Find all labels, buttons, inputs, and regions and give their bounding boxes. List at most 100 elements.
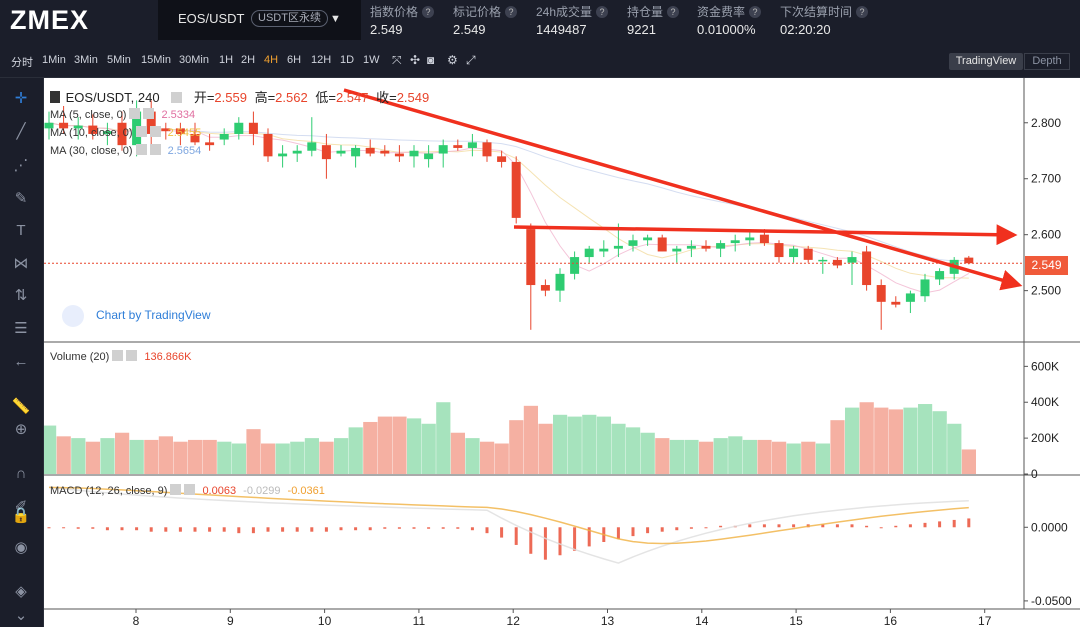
volume-bar (815, 443, 830, 474)
volume-bar (669, 439, 684, 474)
candle-body (438, 145, 448, 154)
compare-icon[interactable]: ⤧ (392, 53, 402, 67)
eye-icon[interactable]: ◉ (14, 539, 28, 556)
legend-settings-icon[interactable] (171, 92, 183, 103)
fullscreen-icon[interactable]: ⤢ (466, 53, 476, 67)
candle-body (935, 271, 945, 280)
ma5-line (48, 122, 970, 294)
time-tick-label: 11 (413, 614, 426, 627)
price-chart[interactable]: 2.800 2.700 2.600 2.500 600K 400K 200K 0 0.0000 -… (44, 78, 1080, 627)
timeframe-1min[interactable]: 1Min (42, 54, 66, 66)
close-icon[interactable] (149, 144, 161, 155)
macd-histogram-bar (660, 527, 664, 532)
fib-icon[interactable]: ⋰ (13, 157, 29, 174)
prediction-icon[interactable]: ⇅ (14, 287, 28, 304)
timeframe-5min[interactable]: 5Min (107, 54, 131, 66)
pair-selector[interactable]: EOS/USDT USDT区永续 ▼ (158, 0, 361, 40)
macd-histogram-bar (646, 527, 650, 534)
zmex-logo[interactable]: ZMEX (10, 5, 90, 35)
gear-icon[interactable]: ⚙ (447, 53, 458, 67)
settings-icon[interactable] (170, 484, 182, 495)
volume-bar (596, 416, 611, 474)
lock-drawing-icon[interactable]: ✐ (14, 498, 28, 515)
settings-icon[interactable] (135, 126, 147, 137)
timeframe-4h[interactable]: 4H (264, 54, 279, 66)
volume-bar (932, 411, 947, 474)
candle-body (321, 145, 331, 160)
help-icon[interactable]: ? (596, 6, 609, 18)
help-icon[interactable]: ? (505, 6, 518, 18)
help-icon[interactable]: ? (749, 6, 762, 18)
candle-body (88, 125, 98, 134)
arrow-left-icon[interactable]: ← (13, 353, 29, 370)
timeframe-3min[interactable]: 3Min (74, 54, 98, 66)
volume-bar (407, 418, 422, 474)
indicators-icon[interactable]: ✣ (410, 53, 421, 67)
close-icon[interactable] (143, 108, 155, 119)
timeframe-1w[interactable]: 1W (363, 54, 380, 66)
crosshair-icon[interactable]: ✛ (14, 90, 28, 107)
settings-icon[interactable] (129, 108, 141, 119)
settings-icon[interactable] (112, 350, 124, 361)
measure-icon[interactable]: ☰ (14, 320, 28, 337)
volume-bar (582, 414, 597, 474)
tradingview-toggle[interactable]: TradingView (949, 53, 1023, 70)
candle-body (526, 229, 536, 286)
candle-body (759, 234, 769, 244)
help-icon[interactable]: ? (422, 6, 435, 18)
help-icon[interactable]: ? (856, 6, 869, 18)
volume-bar (480, 441, 495, 474)
camera-icon[interactable]: ◙ (427, 53, 435, 67)
magnet-icon[interactable]: ∩ (15, 465, 27, 482)
text-tool-icon[interactable]: T (16, 222, 26, 239)
macd-histogram-bar (821, 524, 825, 528)
volume-bar (363, 421, 378, 474)
trend-arrow-down (343, 88, 1023, 291)
help-icon[interactable]: ? (667, 6, 680, 18)
zoom-in-icon[interactable]: ⊕ (14, 421, 28, 438)
chevron-down-icon[interactable]: ▼ (330, 13, 341, 25)
timeframe-12h[interactable]: 12H (311, 54, 332, 66)
timeframe-6h[interactable]: 6H (287, 54, 302, 66)
macd-histogram-bar (777, 524, 781, 528)
candle-body (570, 257, 580, 274)
timeframe-30min[interactable]: 30Min (179, 54, 209, 66)
candle-body (876, 285, 886, 302)
lock-icon[interactable]: 🔒 (11, 507, 31, 524)
volume-bar (392, 416, 407, 474)
ohlc-legend: EOS/USDT, 240 开=2.559 高=2.562 低=2.547 收=… (50, 87, 429, 106)
macd-histogram-bar (120, 527, 124, 531)
candle-body (555, 273, 565, 291)
settings-icon[interactable] (135, 144, 147, 155)
close-icon[interactable] (126, 350, 138, 361)
volume-bar (348, 427, 363, 474)
close-icon[interactable] (184, 484, 196, 495)
tradingview-watermark[interactable]: Chart by TradingView (62, 305, 211, 327)
trend-line-icon[interactable]: ╱ (16, 123, 26, 140)
macd-histogram-bar (675, 527, 679, 531)
chevron-down-icon[interactable]: ⌄ (14, 607, 28, 624)
brush-icon[interactable]: ✎ (14, 190, 28, 207)
timeframe-1h[interactable]: 1H (219, 54, 234, 66)
close-icon[interactable] (149, 126, 161, 137)
candle-body (686, 245, 696, 249)
candle-body (701, 245, 711, 249)
timeframe-1d[interactable]: 1D (340, 54, 355, 66)
ruler-icon[interactable]: 📏 (11, 398, 31, 415)
pattern-icon[interactable]: ⋈ (13, 255, 29, 272)
volume-bar (874, 407, 889, 474)
timeframe-15min[interactable]: 15Min (141, 54, 171, 66)
timeframe-2h[interactable]: 2H (241, 54, 256, 66)
timeframe-line[interactable]: 分时 (11, 57, 33, 69)
volume-bar (334, 438, 349, 474)
candle-body (672, 248, 682, 252)
legend-symbol: EOS/USDT, 240 (65, 90, 160, 105)
volume-bar (377, 416, 392, 474)
candle-body (263, 133, 273, 157)
layers-icon[interactable]: ◈ (15, 583, 27, 600)
depth-toggle[interactable]: Depth (1024, 53, 1070, 70)
volume-bar (888, 409, 903, 474)
volume-bar (567, 416, 582, 474)
chart-canvas[interactable]: 2.800 2.700 2.600 2.500 600K 400K 200K 0 0.0000 -… (44, 78, 1080, 627)
stat-24h-volume: 24h成交量? 1449487 (536, 3, 609, 37)
